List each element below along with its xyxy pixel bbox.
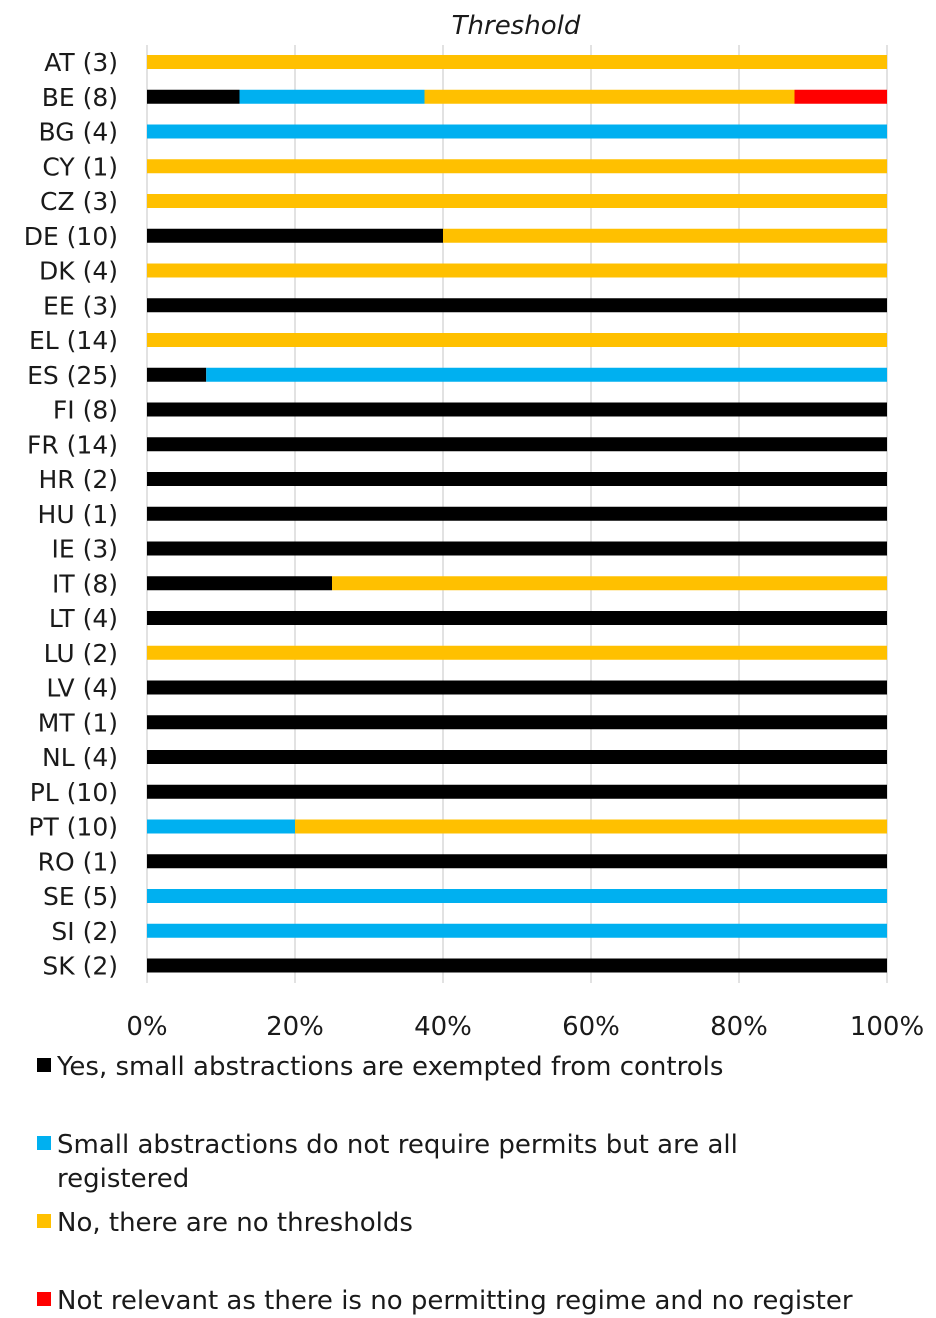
bar-segment [147, 402, 887, 417]
y-axis-label: DE (10) [24, 222, 118, 251]
legend-label: Not relevant as there is no permitting r… [57, 1286, 853, 1316]
y-axis-label: LU (2) [44, 639, 118, 668]
bar-segment [443, 228, 887, 243]
y-axis-labels: AT (3) BE (8) BG (4) CY (1) CZ (3) DE (10) DK … [24, 48, 118, 981]
bar-segment [147, 889, 887, 903]
legend-label: Yes, small abstractions are exempted fro… [57, 1052, 724, 1082]
bar-segment [147, 923, 887, 938]
bar-segment [239, 89, 425, 104]
y-axis-label: SK (2) [42, 952, 118, 981]
x-tick-label: 80% [710, 1012, 768, 1042]
bar-segment [147, 472, 887, 486]
legend-item: Small abstractions do not require permit… [37, 1128, 817, 1196]
y-axis-label: NL (4) [42, 743, 118, 772]
y-axis-label: LT (4) [49, 604, 118, 633]
legend-item: Not relevant as there is no permitting r… [37, 1284, 932, 1318]
y-axis-label: IE (3) [51, 535, 118, 564]
bar-segment [147, 506, 887, 521]
bar-segment [147, 124, 887, 139]
legend-swatch [37, 1214, 51, 1228]
legend-label: Small abstractions do not require permit… [57, 1130, 738, 1194]
y-axis-label: HU (1) [38, 500, 118, 529]
y-axis-label: HR (2) [38, 465, 118, 494]
bar-segment [295, 819, 887, 834]
y-axis-label: ES (25) [27, 361, 118, 390]
x-tick-label: 20% [266, 1012, 324, 1042]
y-axis-label: MT (1) [38, 708, 118, 737]
y-axis-label: SI (2) [51, 917, 118, 946]
y-axis-label: AT (3) [44, 48, 118, 77]
y-axis-label: FI (8) [53, 396, 118, 425]
x-tick-label: 60% [562, 1012, 620, 1042]
y-axis-label: LV (4) [46, 674, 118, 703]
y-axis-label: PL (10) [30, 778, 118, 807]
y-axis-label: BG (4) [39, 118, 118, 147]
bar-segment [147, 367, 207, 382]
bar-segment [147, 680, 887, 695]
bar-segment [147, 159, 887, 174]
bar-segment [424, 89, 795, 104]
bar-segment [147, 298, 887, 313]
bar-segment [147, 333, 887, 347]
legend-item: No, there are no thresholds [37, 1206, 917, 1240]
y-axis-label: EL (14) [29, 326, 118, 355]
y-axis-label: EE (3) [43, 291, 118, 320]
bar-segment [147, 89, 240, 104]
y-axis-label: SE (5) [43, 882, 118, 911]
x-tick-label: 0% [126, 1012, 167, 1042]
bar-segment [147, 958, 887, 973]
bar-segment [147, 228, 443, 243]
legend-swatch [37, 1058, 51, 1072]
y-axis-label: RO (1) [38, 847, 118, 876]
bar-segment [332, 576, 887, 591]
bar-segment [147, 194, 887, 208]
legend-swatch [37, 1292, 51, 1306]
bar-segment [147, 854, 887, 869]
y-axis-label: BE (8) [42, 83, 118, 112]
x-tick-label: 100% [850, 1012, 924, 1042]
bar-segment [147, 819, 295, 834]
y-axis-label: DK (4) [39, 257, 118, 286]
y-axis-label: IT (8) [52, 569, 118, 598]
bar-segment [147, 611, 887, 625]
y-axis-label: CY (1) [42, 152, 118, 181]
bar-segment [147, 55, 887, 69]
x-tick-label: 40% [414, 1012, 472, 1042]
bar-segment [794, 89, 887, 104]
chart-title: Threshold [452, 11, 581, 41]
bar-segment [147, 541, 887, 556]
legend-item: Yes, small abstractions are exempted fro… [37, 1050, 917, 1084]
bar-segment [147, 437, 887, 452]
y-axis-label: FR (14) [27, 430, 118, 459]
bar-segment [147, 715, 887, 730]
bar-segment [147, 263, 887, 278]
legend-swatch [37, 1136, 51, 1150]
y-axis-label: CZ (3) [40, 187, 118, 216]
bar-segment [147, 645, 887, 660]
x-axis-tick-labels: 0% 20% 40% 60% 80% 100% [126, 1012, 924, 1042]
chart: Threshold AT (3) BE (8) BG (4) CY (1) CZ (3)… [24, 11, 924, 1042]
bar-segment [206, 367, 887, 382]
bar-segment [147, 576, 332, 591]
legend-label: No, there are no thresholds [57, 1208, 413, 1238]
bar-segment [147, 750, 887, 764]
bars [147, 55, 887, 973]
bar-segment [147, 784, 887, 799]
y-axis-label: PT (10) [28, 813, 118, 842]
